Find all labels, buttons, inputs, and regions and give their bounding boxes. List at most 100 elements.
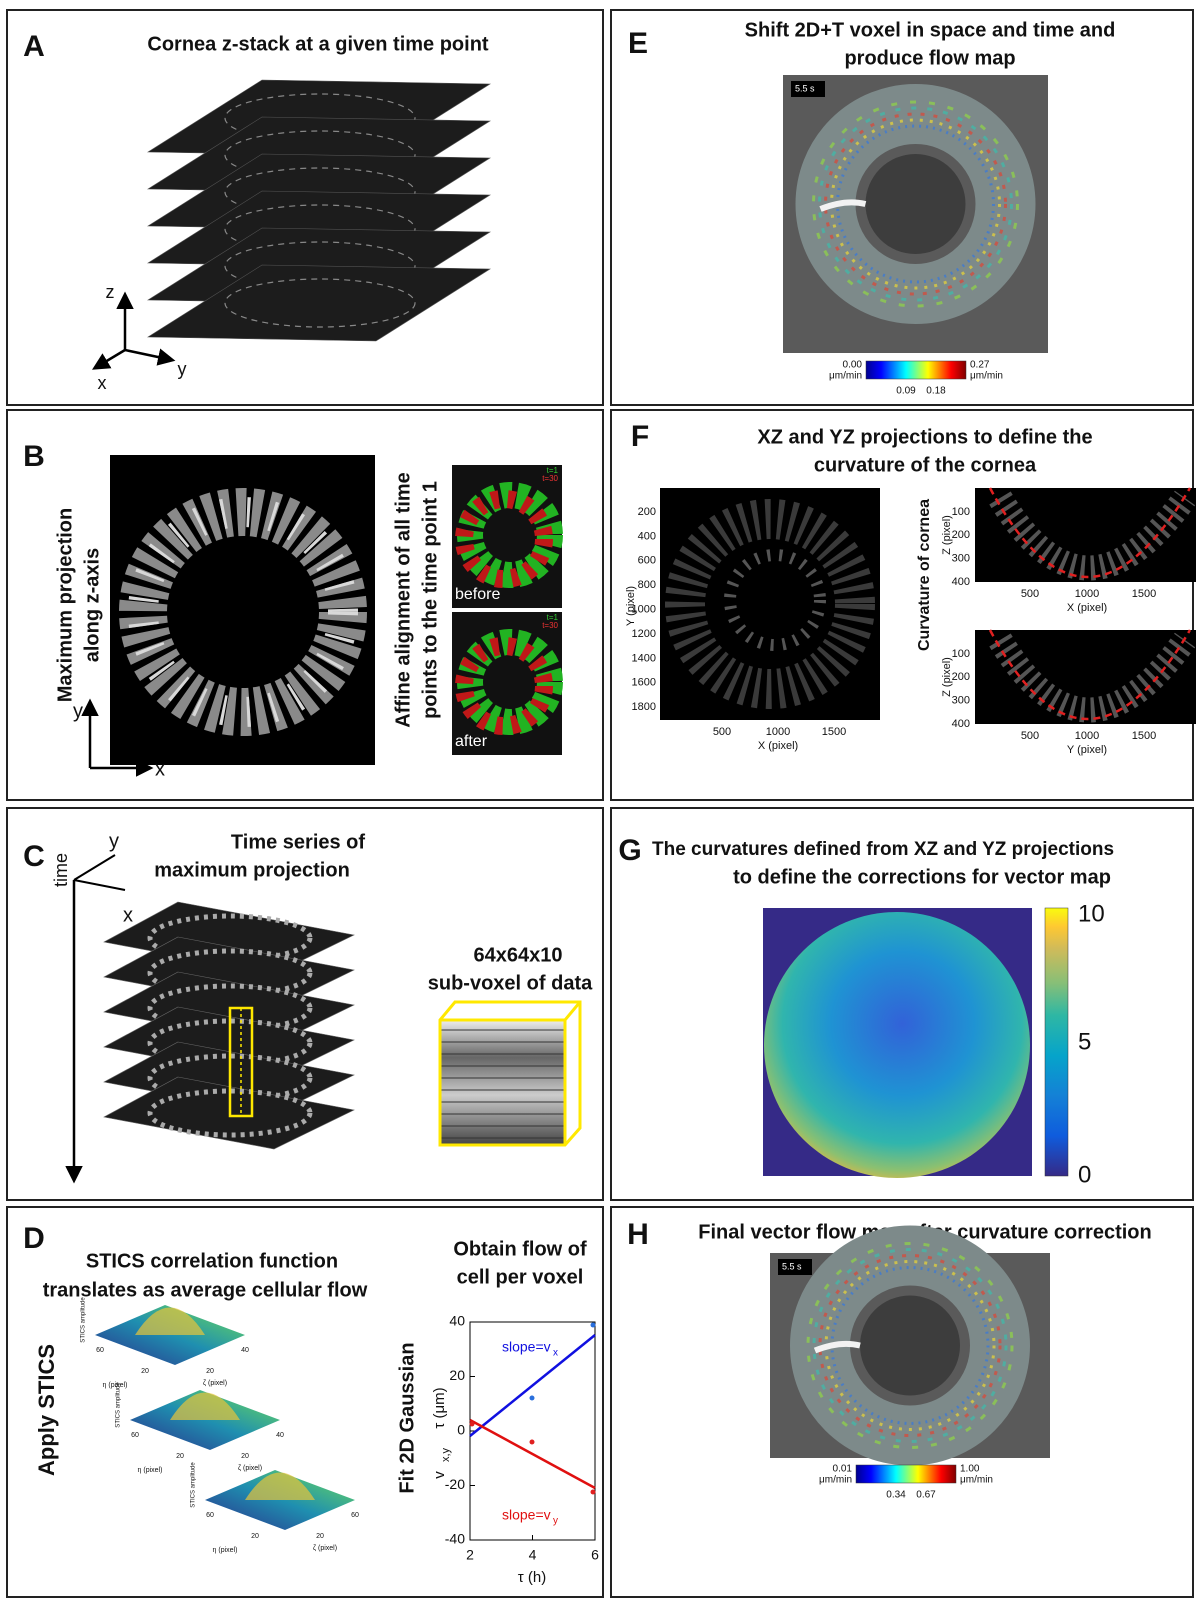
rotated-label: points to the time point 1 (419, 481, 441, 719)
y-tick-label: 1600 (632, 677, 656, 689)
surface-axis-label: ζ (pixel) (203, 1380, 227, 1387)
surface-tick: 60 (351, 1512, 359, 1519)
y-axis-label: Y (pixel) (625, 586, 637, 626)
colorbar (1045, 908, 1068, 1176)
surface-axis-label: η (pixel) (138, 1467, 163, 1474)
panel-letter: C (23, 840, 45, 873)
surface-tick: 20 (316, 1533, 324, 1540)
y-tick-label: 800 (638, 579, 656, 591)
rotated-label: Fit 2D Gaussian (396, 1342, 418, 1493)
axis-label: x (98, 373, 107, 393)
surface-tick: 20 (206, 1368, 214, 1375)
panel-title: produce flow map (844, 47, 1015, 69)
x-tick-label: 4 (529, 1547, 537, 1563)
rotated-label: Maximum projection (54, 508, 76, 702)
x-tick-label: 6 (591, 1547, 599, 1563)
colorbar-label: 0.27 (970, 360, 990, 371)
y-tick-label: 200 (638, 506, 656, 518)
slope-label: slope=v (502, 1339, 551, 1355)
label: before (455, 586, 500, 603)
colorbar-label: 0.00 (843, 360, 863, 371)
y-axis-label: v (431, 1471, 448, 1479)
y-tick-label: 400 (952, 576, 970, 588)
x-tick-label: 2 (466, 1547, 474, 1563)
panel-title: Cornea z-stack at a given time point (147, 33, 489, 55)
surface-axis-label: STICS amplitude (191, 1462, 197, 1508)
y-tick-label: 1400 (632, 652, 656, 664)
y-tick-label: 0 (457, 1422, 465, 1438)
x-tick-label: 500 (1021, 730, 1039, 742)
x-tick-label: 1000 (766, 726, 790, 738)
figure: ACornea z-stack at a given time pointzyx… (0, 0, 1196, 1600)
rotated-label: Affine alignment of all time (392, 472, 414, 728)
x-tick-label: 1500 (1132, 730, 1156, 742)
y-tick-label: 400 (952, 718, 970, 730)
data-point (530, 1440, 535, 1445)
colorbar-label: μm/min (970, 371, 1003, 382)
panel-letter: H (627, 1218, 649, 1251)
slope-label: y (553, 1516, 558, 1527)
colorbar-label: 0.18 (926, 386, 946, 397)
data-point (530, 1396, 535, 1401)
y-tick-label: 200 (952, 529, 970, 541)
x-tick-label: 1500 (1132, 588, 1156, 600)
surface-tick: 40 (241, 1347, 249, 1354)
axis-label: time (51, 853, 71, 887)
y-tick-label: 600 (638, 555, 656, 567)
panel-title: maximum projection (154, 859, 350, 881)
rotated-label: along z-axis (81, 548, 103, 662)
y-axis-label: x,y (440, 1447, 452, 1462)
x-tick-label: 1000 (1075, 588, 1099, 600)
y-tick-label: 40 (449, 1313, 465, 1329)
y-tick-label: 1200 (632, 628, 656, 640)
x-axis-label: τ (h) (518, 1569, 546, 1586)
x-tick-label: 1500 (822, 726, 846, 738)
panel-letter: G (618, 834, 641, 867)
surface-tick: 20 (251, 1533, 259, 1540)
colorbar-tick: 5 (1078, 1028, 1091, 1055)
y-tick-label: 20 (449, 1367, 465, 1383)
y-axis-label: Z (pixel) (941, 657, 953, 697)
panel-letter: D (23, 1222, 45, 1255)
colorbar-label: 0.09 (896, 386, 916, 397)
slope-label: x (553, 1348, 558, 1359)
inset-label: 64x64x10 (474, 944, 563, 966)
rotated-label: Curvature of cornea (916, 499, 933, 651)
projection-image (975, 488, 1196, 582)
flow-center (860, 1296, 960, 1396)
panel-title: curvature of the cornea (814, 454, 1037, 476)
timestamp: 5.5 s (795, 83, 815, 93)
curvature-dome (764, 912, 1030, 1178)
y-tick-label: 300 (952, 553, 970, 565)
surface-tick: 60 (206, 1512, 214, 1519)
x-axis-label: Y (pixel) (1067, 744, 1107, 756)
x-tick-label: 500 (1021, 588, 1039, 600)
colorbar-label: 0.34 (886, 1490, 906, 1501)
inset-label: sub-voxel of data (428, 972, 593, 994)
y-tick-label: 1800 (632, 701, 656, 713)
panel-letter: E (628, 27, 648, 60)
axis-label: y (178, 359, 187, 379)
surface-tick: 20 (176, 1453, 184, 1460)
panel-title: STICS correlation function (86, 1250, 338, 1272)
surface-axis-label: ζ (pixel) (313, 1545, 337, 1552)
y-tick-label: 200 (952, 671, 970, 683)
y-axis-label: Z (pixel) (941, 515, 953, 555)
panel-title: Time series of (231, 831, 365, 853)
surface-tick: 20 (141, 1368, 149, 1375)
colorbar-label: 0.67 (916, 1490, 936, 1501)
x-tick-label: 500 (713, 726, 731, 738)
y-tick-label: -40 (445, 1531, 465, 1547)
panel-title: Shift 2D+T voxel in space and time and (745, 19, 1116, 41)
y-tick-label: 100 (952, 506, 970, 518)
timestamp: 5.5 s (782, 1261, 802, 1271)
data-point (470, 1422, 475, 1427)
surface-tick: 20 (241, 1453, 249, 1460)
x-tick-label: 1000 (1075, 730, 1099, 742)
plot-title: Obtain flow of (453, 1238, 587, 1260)
slope-label: slope=v (502, 1507, 551, 1523)
axis-label: x (155, 758, 165, 780)
projection-image (975, 630, 1196, 724)
surface-tick: 60 (96, 1347, 104, 1354)
panel-letter: F (631, 420, 649, 453)
